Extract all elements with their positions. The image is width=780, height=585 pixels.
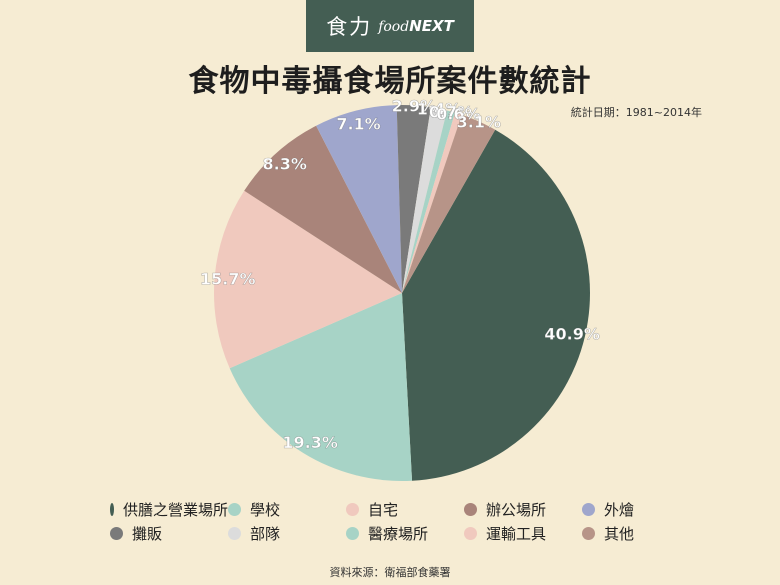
legend-swatch bbox=[464, 502, 477, 516]
slice-label-9: 3.1% bbox=[457, 112, 501, 131]
chart-title: 食物中毒攝食場所案件數統計 bbox=[188, 64, 592, 99]
brand-english: foodNEXT bbox=[378, 17, 454, 35]
chart-subtitle: 統計日期：1981~2014年 bbox=[570, 106, 702, 119]
legend-label: 自宅 bbox=[368, 500, 399, 519]
legend-item: 部隊 bbox=[228, 523, 346, 544]
legend-swatch bbox=[110, 502, 114, 516]
legend-item: 辦公場所 bbox=[464, 499, 582, 520]
legend-item: 醫療場所 bbox=[346, 523, 464, 544]
pie-slice-9 bbox=[402, 114, 496, 294]
pie-chart: 40.9% 19.3% 15.7% 8.3% 7.1% 2.9%1.4%0.7%0.6%3… bbox=[200, 96, 600, 481]
legend-item: 攤販 bbox=[110, 523, 228, 544]
legend-swatch bbox=[582, 526, 595, 540]
pie-slice-3 bbox=[244, 125, 402, 293]
pie-slice-1 bbox=[229, 293, 413, 481]
legend-swatch bbox=[346, 526, 359, 540]
legend-label: 其他 bbox=[604, 524, 635, 543]
pie-slice-8 bbox=[402, 112, 462, 293]
slice-label-4: 7.1% bbox=[336, 115, 380, 134]
pie-slice-4 bbox=[316, 105, 402, 294]
legend-row: 攤販 部隊 醫療場所 運輸工具 其他 bbox=[110, 521, 710, 545]
legend-item: 外燴 bbox=[582, 499, 700, 520]
legend-item: 其他 bbox=[582, 523, 700, 544]
pie-slice-5 bbox=[396, 105, 431, 293]
legend-swatch bbox=[464, 526, 477, 540]
brand-english-suffix: NEXT bbox=[409, 17, 454, 35]
pie-slice-7 bbox=[402, 110, 456, 293]
slice-label-5: 2.9% bbox=[392, 96, 436, 115]
source-note: 資料來源：衛福部食藥署 bbox=[329, 566, 451, 579]
legend-label: 攤販 bbox=[132, 524, 163, 543]
brand-logo: 食力 foodNEXT bbox=[306, 0, 474, 52]
pie-slice-6 bbox=[402, 107, 448, 293]
pie-slice-0 bbox=[402, 129, 590, 481]
legend-swatch bbox=[582, 502, 595, 516]
legend-label: 部隊 bbox=[250, 524, 281, 543]
legend-swatch bbox=[346, 502, 359, 516]
legend-label: 外燴 bbox=[604, 500, 635, 519]
brand-english-prefix: food bbox=[378, 19, 410, 35]
legend-swatch bbox=[228, 502, 241, 516]
legend-item: 供膳之營業場所 bbox=[110, 499, 228, 520]
slice-label-7: 0.7% bbox=[429, 103, 473, 122]
pie-slice-2 bbox=[214, 190, 402, 369]
legend: 供膳之營業場所 學校 自宅 辦公場所 外燴 攤販 部隊 醫療場所 運輸工具 其他 bbox=[110, 497, 710, 545]
slice-label-0: 40.9% bbox=[544, 324, 600, 343]
legend-label: 供膳之營業場所 bbox=[122, 500, 228, 519]
legend-row: 供膳之營業場所 學校 自宅 辦公場所 外燴 bbox=[110, 497, 710, 521]
slice-label-8: 0.6% bbox=[436, 105, 480, 124]
legend-label: 學校 bbox=[250, 500, 281, 519]
slice-label-6: 1.4% bbox=[417, 100, 461, 119]
legend-label: 運輸工具 bbox=[486, 524, 547, 543]
brand-chinese: 食力 bbox=[326, 15, 373, 39]
slice-label-2: 15.7% bbox=[200, 270, 256, 289]
slice-label-1: 19.3% bbox=[282, 433, 338, 452]
legend-item: 自宅 bbox=[346, 499, 464, 520]
legend-label: 辦公場所 bbox=[486, 500, 547, 519]
slice-label-3: 8.3% bbox=[263, 154, 307, 173]
legend-swatch bbox=[110, 526, 123, 540]
legend-item: 學校 bbox=[228, 499, 346, 520]
legend-label: 醫療場所 bbox=[368, 524, 429, 543]
legend-swatch bbox=[228, 526, 241, 540]
legend-item: 運輸工具 bbox=[464, 523, 582, 544]
